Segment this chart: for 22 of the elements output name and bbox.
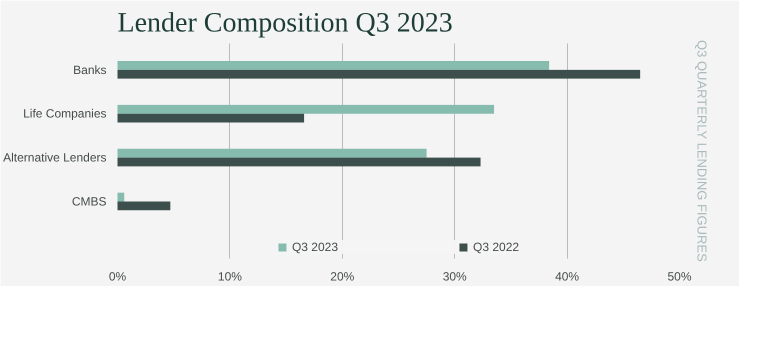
bar (118, 201, 170, 210)
y-tick-label: Alternative Lenders (3, 150, 107, 165)
text: Q3 QUARTERLY LENDING FIGURES (694, 40, 710, 262)
x-tick-label: 30% (442, 270, 468, 284)
x-tick-label: 0% (108, 270, 126, 284)
bar (118, 114, 304, 122)
bar (118, 148, 427, 158)
bar (118, 70, 640, 79)
x-tick-label: 10% (218, 270, 242, 284)
bar (118, 192, 124, 202)
legend-label: Q3 2022 (473, 240, 520, 254)
y-tick-label: Life Companies (23, 106, 107, 121)
x-tick-label: 40% (555, 270, 580, 284)
chart-title: Lender Composition Q3 2023 (118, 8, 453, 38)
y-tick-label: CMBS (72, 194, 106, 208)
bar (118, 158, 481, 166)
legend-label: Q3 2023 (292, 240, 338, 254)
y-tick-label: Banks (73, 62, 107, 77)
bar (118, 104, 494, 114)
x-tick-label: 20% (330, 270, 355, 284)
bar (118, 61, 550, 70)
x-tick-label: 50% (667, 270, 692, 284)
